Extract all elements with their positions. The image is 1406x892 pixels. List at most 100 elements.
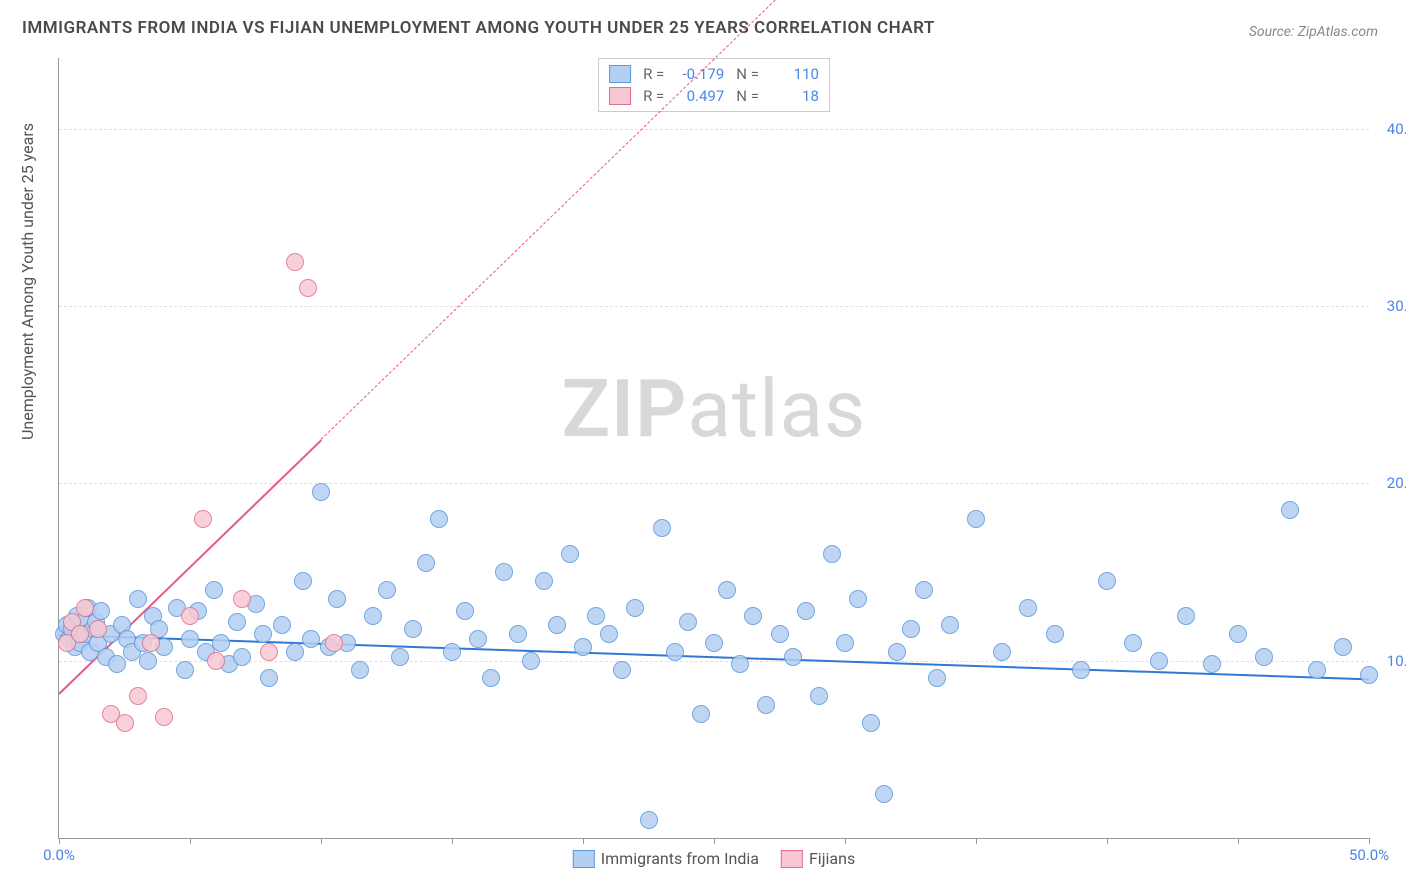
stat-n-value: 18 [771,87,819,105]
source-label: Source: ZipAtlas.com [1249,24,1378,40]
data-point [535,572,553,590]
data-point [294,572,312,590]
data-point [205,581,223,599]
data-point [207,652,225,670]
data-point [469,630,487,648]
gridline-h [59,306,1369,307]
legend-swatch [573,850,595,868]
data-point [155,708,173,726]
data-point [286,643,304,661]
x-tick [1369,838,1370,844]
data-point [705,634,723,652]
x-tick-label: 50.0% [1349,846,1389,864]
data-point [378,581,396,599]
data-point [181,607,199,625]
data-point [116,714,134,732]
stat-r-value: 0.497 [676,87,724,105]
data-point [302,630,320,648]
data-point [312,483,330,501]
data-point [967,510,985,528]
data-point [404,620,422,638]
data-point [640,811,658,829]
data-point [718,581,736,599]
data-point [233,590,251,608]
data-point [260,669,278,687]
data-point [1203,655,1221,673]
x-tick [321,838,322,844]
data-point [286,253,304,271]
data-point [89,620,107,638]
data-point [1177,607,1195,625]
data-point [548,616,566,634]
data-point [1046,625,1064,643]
x-tick [452,838,453,844]
data-point [456,602,474,620]
x-tick [976,838,977,844]
y-tick-label: 40.0% [1377,120,1406,138]
data-point [823,545,841,563]
x-tick [59,838,60,844]
stat-n-value: 110 [771,65,819,83]
data-point [784,648,802,666]
stat-r-label: R = [643,65,664,83]
data-point [692,705,710,723]
data-point [561,545,579,563]
gridline-h [59,483,1369,484]
gridline-h [59,129,1369,130]
data-point [875,785,893,803]
data-point [1150,652,1168,670]
data-point [941,616,959,634]
data-point [1124,634,1142,652]
data-point [108,655,126,673]
data-point [587,607,605,625]
data-point [139,652,157,670]
watermark: ZIPatlas [562,362,867,456]
data-point [228,613,246,631]
legend-stats: R =-0.179N =110R =0.497N =18 [598,58,830,112]
data-point [993,643,1011,661]
data-point [1229,625,1247,643]
data-point [797,602,815,620]
data-point [71,625,89,643]
data-point [129,590,147,608]
data-point [233,648,251,666]
data-point [76,599,94,617]
data-point [417,554,435,572]
y-tick-label: 20.0% [1377,474,1406,492]
x-tick-label: 0.0% [43,846,75,864]
data-point [626,599,644,617]
data-point [273,616,291,634]
data-point [731,655,749,673]
legend-stat-row: R =0.497N =18 [609,85,819,107]
data-point [142,634,160,652]
data-point [212,634,230,652]
legend-swatch [781,850,803,868]
stat-r-label: R = [643,87,664,105]
data-point [351,661,369,679]
data-point [888,643,906,661]
data-point [194,510,212,528]
stat-n-label: N = [736,65,759,83]
data-point [482,669,500,687]
data-point [1308,661,1326,679]
data-point [744,607,762,625]
legend-swatch [609,65,631,83]
data-point [810,687,828,705]
x-tick [190,838,191,844]
legend-item: Immigrants from India [573,849,759,868]
data-point [364,607,382,625]
legend-item: Fijians [781,849,855,868]
data-point [299,279,317,297]
data-point [600,625,618,643]
x-tick [1238,838,1239,844]
data-point [1019,599,1037,617]
data-point [522,652,540,670]
data-point [1334,638,1352,656]
legend-bottom: Immigrants from India Fijians [573,849,855,868]
data-point [574,638,592,656]
data-point [849,590,867,608]
plot-area: ZIPatlas R =-0.179N =110R =0.497N =18 Im… [58,58,1369,839]
data-point [181,630,199,648]
data-point [757,696,775,714]
y-axis-label: Unemployment Among Youth under 25 years [18,123,37,440]
